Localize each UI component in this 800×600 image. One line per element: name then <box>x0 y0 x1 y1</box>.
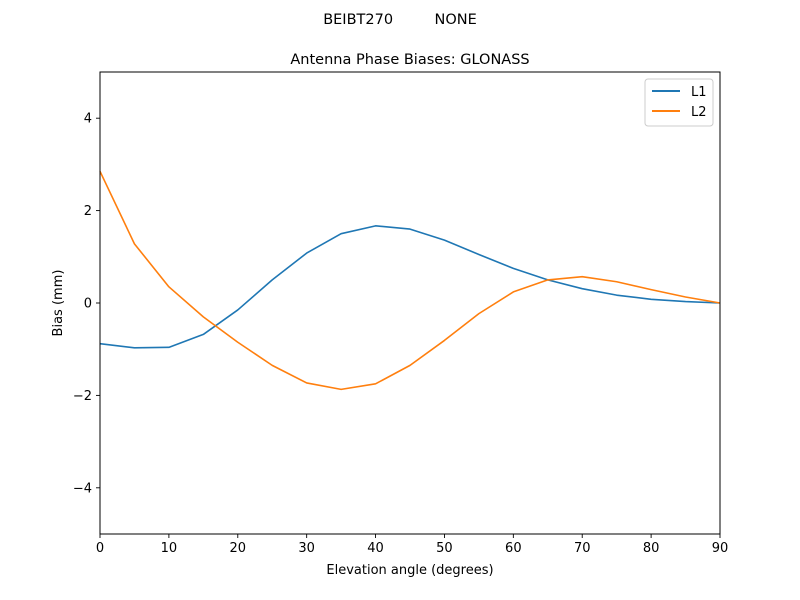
x-tick-label: 30 <box>298 541 315 556</box>
x-tick-label: 70 <box>574 541 591 556</box>
y-tick-label: 4 <box>84 112 92 127</box>
x-tick-label: 0 <box>96 541 104 556</box>
series-line-l1 <box>99 225 721 349</box>
legend-label-l1: L1 <box>691 85 707 100</box>
chart-title: Antenna Phase Biases: GLONASS <box>290 52 529 68</box>
x-tick-label: 10 <box>161 541 178 556</box>
x-tick-label: 90 <box>712 541 729 556</box>
plot-area-frame <box>99 71 721 535</box>
x-tick-label: 60 <box>505 541 522 556</box>
y-axis-label: Bias (mm) <box>51 270 66 337</box>
x-tick-label: 50 <box>436 541 453 556</box>
x-axis-label: Elevation angle (degrees) <box>326 563 493 578</box>
y-tick-label: 2 <box>84 204 92 219</box>
series-line-l2 <box>99 170 721 391</box>
y-axis-ticks: −4 −2 0 2 4 <box>73 112 100 496</box>
legend: L1 L2 <box>644 78 714 127</box>
y-tick-label: −2 <box>73 389 92 404</box>
plot-lines <box>99 170 721 391</box>
x-tick-label: 80 <box>643 541 660 556</box>
x-tick-label: 20 <box>230 541 247 556</box>
y-tick-label: −4 <box>73 481 92 496</box>
y-tick-label: 0 <box>84 297 92 312</box>
x-tick-label: 40 <box>367 541 384 556</box>
x-axis-ticks: 0 10 20 30 40 50 60 70 80 90 <box>96 534 728 556</box>
chart-suptitle: BEIBT270 NONE <box>323 12 477 28</box>
legend-label-l2: L2 <box>691 105 707 120</box>
